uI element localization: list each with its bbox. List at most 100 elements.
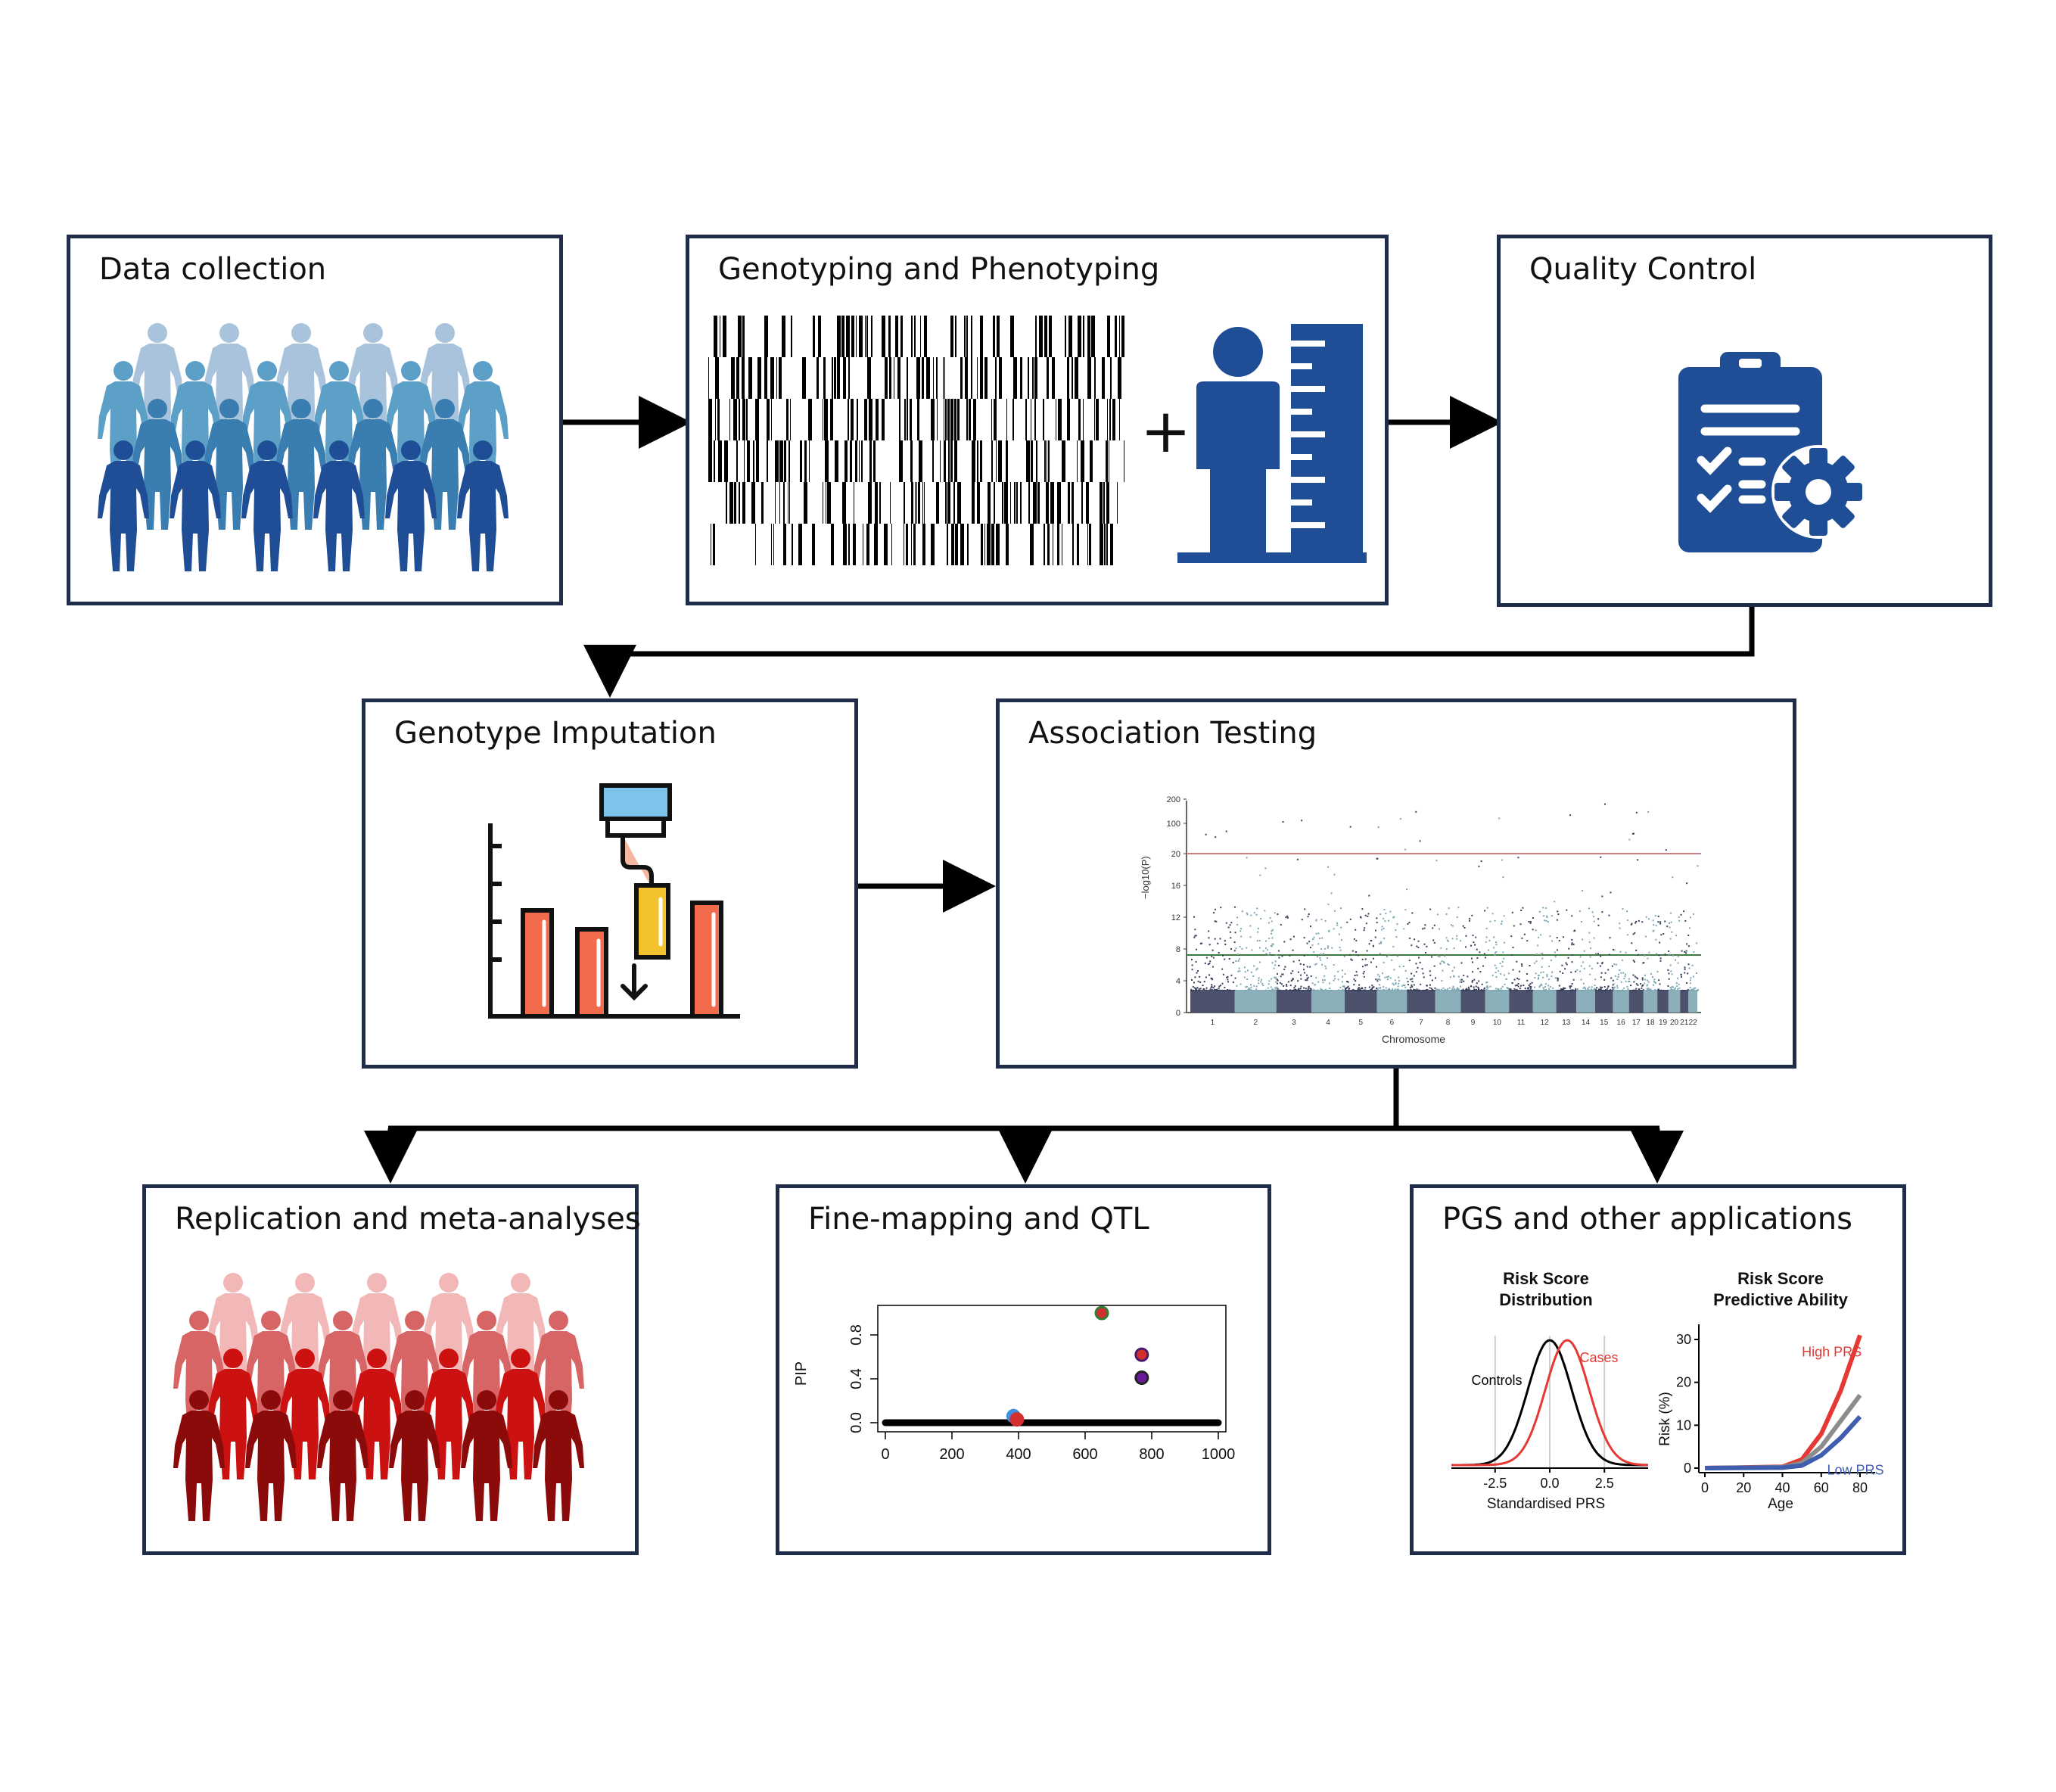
association-box: Association Testing −log10(P) Chromosome…: [996, 698, 1796, 1069]
quality-control-title: Quality Control: [1529, 252, 1757, 287]
manhattan-chromosome-label: 3: [1292, 1019, 1296, 1027]
pip-ylabel: PIP: [793, 1361, 810, 1386]
risk-series-label: High PRS: [1802, 1345, 1862, 1360]
genotyping-box: Genotyping and Phenotyping +: [686, 235, 1389, 605]
dist-series-label: Controls: [1471, 1373, 1522, 1388]
manhattan-chromosome-points: [1576, 890, 1597, 1013]
manhattan-chromosome-label: 7: [1419, 1019, 1423, 1027]
manhattan-chromosome-label: 2: [1253, 1019, 1258, 1027]
manhattan-chromosome-label: 5: [1359, 1019, 1364, 1027]
risk-xtick: 20: [1736, 1480, 1751, 1495]
pip-point: [1134, 1370, 1149, 1386]
manhattan-chromosome-points: [1435, 860, 1463, 1013]
manhattan-ytick: 20: [1171, 850, 1180, 859]
pip-xtick: 600: [1072, 1446, 1097, 1463]
manhattan-ytick: 0: [1176, 1009, 1180, 1018]
association-title: Association Testing: [1028, 716, 1317, 751]
risk-series-label: Low PRS: [1827, 1463, 1883, 1478]
risk-ytick: 0: [1684, 1461, 1691, 1476]
risk-predictive-plot: Risk Score Predictive Ability Age Risk (%…: [1657, 1269, 1883, 1512]
manhattan-chromosome-points: [1376, 818, 1408, 1013]
pip-point: [1134, 1347, 1149, 1362]
replication-title: Replication and meta-analyses: [175, 1202, 641, 1237]
risk-ytick: 10: [1676, 1417, 1691, 1433]
pip-point: [1094, 1305, 1109, 1321]
manhattan-chromosome-points: [1657, 849, 1670, 1013]
plus-sign: +: [1140, 396, 1192, 466]
manhattan-ytick: 4: [1176, 977, 1180, 986]
pip-xtick: 0: [881, 1446, 889, 1463]
manhattan-chromosome-points: [1190, 830, 1236, 1013]
finemapping-box: Fine-mapping and QTL PIP 0 200 400 600 800 10…: [776, 1184, 1271, 1555]
manhattan-xlabel: Chromosome: [1382, 1033, 1445, 1045]
manhattan-chromosome-label: 15: [1600, 1019, 1609, 1027]
manhattan-chromosome-points: [1680, 882, 1690, 1013]
manhattan-chromosome-label: 4: [1326, 1019, 1330, 1027]
people-crowd-blue-icon: [98, 323, 509, 571]
risk-ylabel: Risk (%): [1657, 1392, 1673, 1446]
manhattan-chromosome-label: 22: [1689, 1019, 1698, 1027]
manhattan-chromosome-points: [1643, 810, 1659, 1013]
risk-title: Risk Score Predictive Ability: [1713, 1269, 1848, 1309]
pip-ytick: 0.4: [848, 1368, 865, 1389]
manhattan-chromosome-points: [1234, 857, 1278, 1013]
manhattan-ytick: 12: [1171, 913, 1180, 922]
risk-xtick: 60: [1814, 1480, 1829, 1495]
manhattan-chromosome-points: [1594, 803, 1614, 1013]
manhattan-chromosome-points: [1613, 838, 1631, 1013]
manhattan-chromosome-label: 9: [1471, 1019, 1476, 1027]
manhattan-chromosome-label: 17: [1632, 1019, 1641, 1027]
pipette-bar-chart-icon: [488, 783, 740, 1019]
risk-ytick: 20: [1676, 1375, 1691, 1390]
genotype-barcode-icon: [708, 316, 1124, 565]
manhattan-chromosome-label: 6: [1390, 1019, 1395, 1027]
risk-xtick: 80: [1852, 1480, 1868, 1495]
pip-xtick: 800: [1139, 1446, 1164, 1463]
manhattan-ytick: 100: [1167, 820, 1180, 829]
manhattan-ylabel: −log10(P): [1140, 856, 1151, 899]
dist-xlabel: Standardised PRS: [1487, 1496, 1605, 1512]
pip-point: [1009, 1412, 1025, 1427]
dist-xtick: -2.5: [1483, 1476, 1507, 1491]
manhattan-chromosome-points: [1276, 820, 1312, 1013]
manhattan-chromosome-label: 19: [1659, 1019, 1668, 1027]
manhattan-chromosome-label: 13: [1562, 1019, 1571, 1027]
pip-scatter-plot: PIP 0 200 400 600 800 1000 0.0 0.4 0.8: [793, 1305, 1236, 1463]
risk-xlabel: Age: [1768, 1496, 1793, 1512]
dist-series-line: [1451, 1339, 1648, 1467]
manhattan-chromosome-label: 10: [1493, 1019, 1502, 1027]
manhattan-chromosome-label: 11: [1517, 1019, 1526, 1027]
manhattan-chromosome-label: 16: [1617, 1019, 1626, 1027]
manhattan-chromosome-label: 14: [1582, 1019, 1591, 1027]
manhattan-ytick: 8: [1176, 945, 1180, 954]
risk-distribution-plot: Risk Score Distribution Standardised PRS …: [1451, 1269, 1648, 1512]
imputation-title: Genotype Imputation: [394, 716, 717, 751]
pgs-title: PGS and other applications: [1442, 1202, 1852, 1237]
risk-series-line: [1704, 1393, 1862, 1470]
manhattan-chromosome-points: [1345, 826, 1379, 1013]
dist-title: Risk Score Distribution: [1499, 1269, 1592, 1309]
pip-ytick: 0.8: [848, 1324, 865, 1346]
pip-plot-frame: [877, 1305, 1227, 1433]
manhattan-chromosome-points: [1509, 857, 1535, 1013]
manhattan-chromosome-points: [1532, 901, 1557, 1013]
data-collection-title: Data collection: [99, 252, 327, 287]
manhattan-chromosome-label: 1: [1211, 1019, 1215, 1027]
replication-box: Replication and meta-analyses: [142, 1184, 641, 1555]
manhattan-chromosome-points: [1460, 860, 1486, 1013]
people-crowd-red-icon: [173, 1273, 584, 1521]
manhattan-chromosome-points: [1628, 811, 1645, 1013]
clipboard-gear-icon: [1678, 352, 1865, 552]
manhattan-chromosome-label: 12: [1541, 1019, 1550, 1027]
manhattan-chromosome-label: 21: [1680, 1019, 1689, 1027]
manhattan-chromosome-points: [1688, 865, 1699, 1013]
manhattan-chromosome-label: 20: [1670, 1019, 1679, 1027]
pip-xtick: 1000: [1202, 1446, 1236, 1463]
genotyping-title: Genotyping and Phenotyping: [718, 252, 1160, 287]
risk-xtick: 40: [1775, 1480, 1790, 1495]
risk-ytick: 30: [1676, 1332, 1691, 1347]
dist-series-line: [1451, 1339, 1648, 1467]
data-collection-box: Data collection: [67, 235, 563, 605]
